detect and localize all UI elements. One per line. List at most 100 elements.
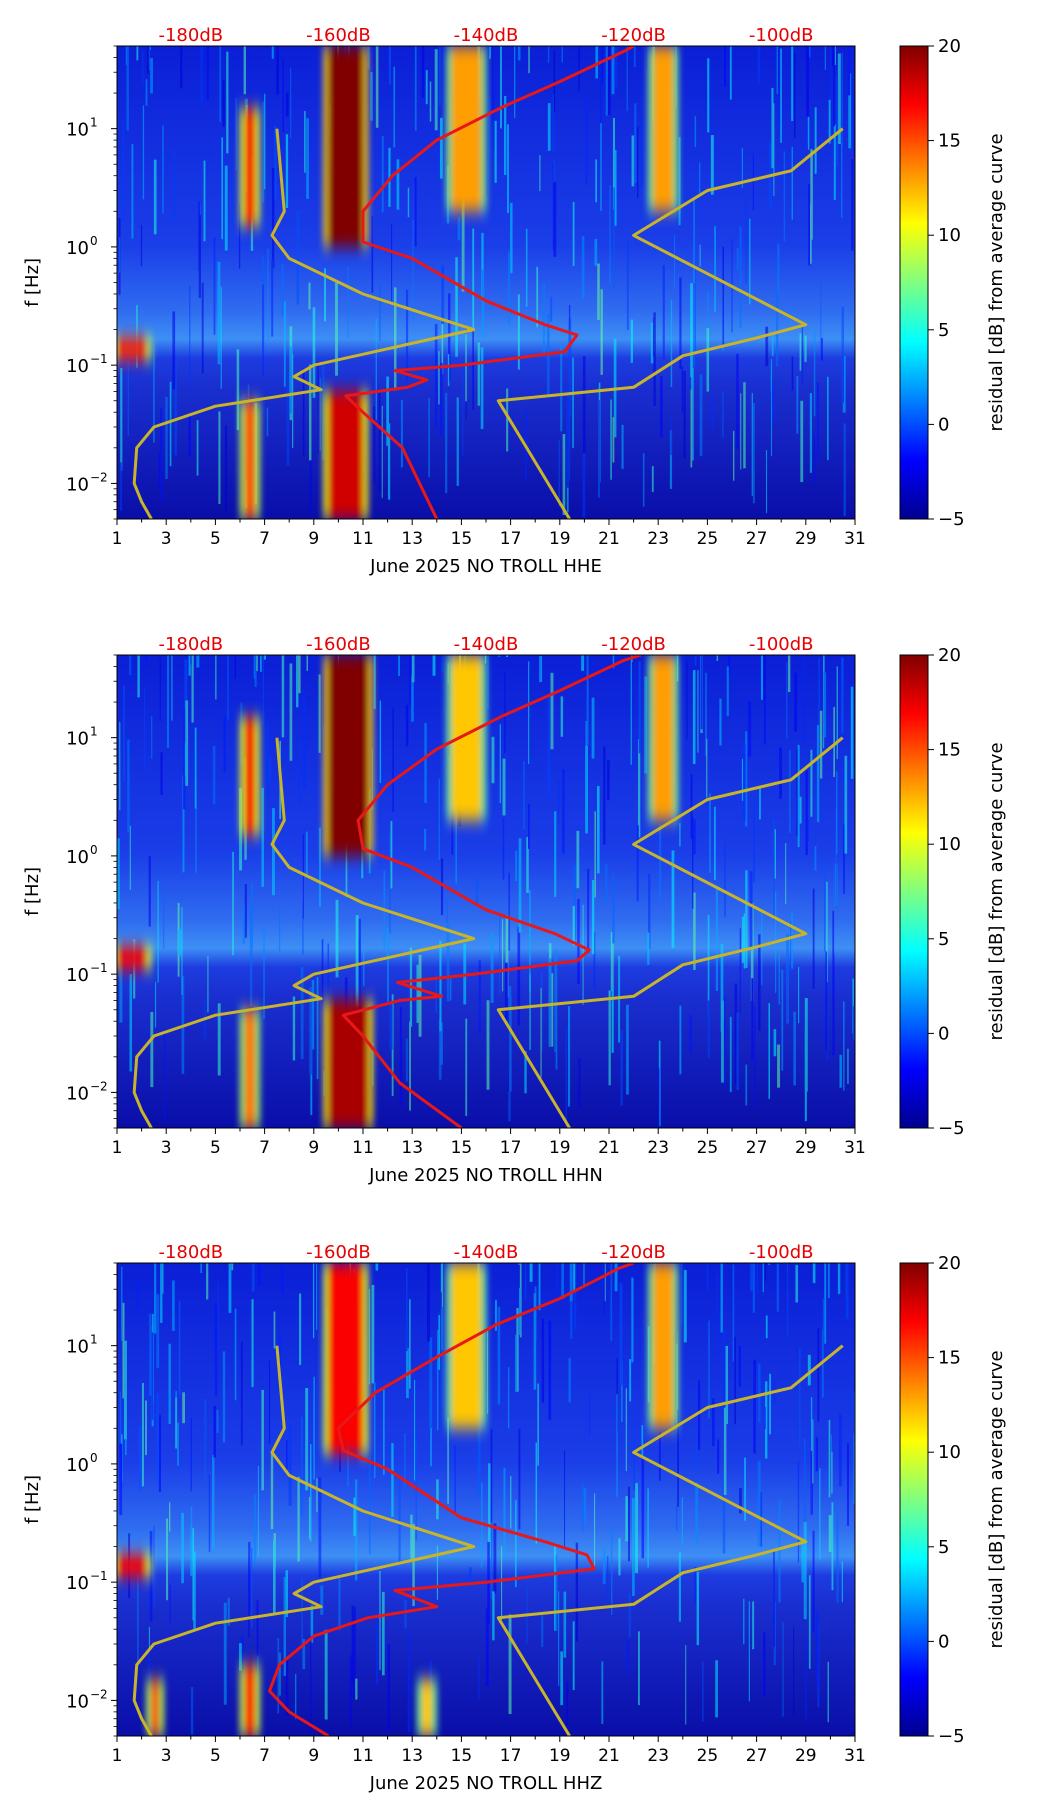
heatmap-texture-streak bbox=[119, 1443, 123, 1515]
y-tick-exponent: −2 bbox=[90, 1687, 108, 1701]
heatmap-texture-streak bbox=[634, 103, 637, 183]
heatmap-texture-streak bbox=[626, 240, 629, 330]
heatmap-texture-streak bbox=[725, 1345, 729, 1425]
heatmap-texture-streak bbox=[510, 202, 513, 274]
heatmap-texture-streak bbox=[771, 333, 774, 356]
x-tick-label: 31 bbox=[844, 1138, 866, 1158]
heatmap-texture-streak bbox=[273, 1311, 276, 1349]
heatmap-texture-streak bbox=[594, 811, 596, 898]
heatmap-texture-streak bbox=[163, 883, 165, 949]
heatmap-texture-streak bbox=[538, 1263, 541, 1311]
y-tick-label: 10 bbox=[66, 1455, 89, 1476]
heatmap-texture-streak bbox=[394, 287, 397, 391]
heatmap-texture-streak bbox=[271, 260, 274, 337]
heatmap-texture-streak bbox=[351, 1605, 354, 1686]
heatmap-texture-streak bbox=[721, 391, 724, 438]
heatmap-texture-streak bbox=[803, 1522, 807, 1620]
heatmap-texture-streak bbox=[262, 658, 265, 724]
heatmap-texture-streak bbox=[203, 160, 206, 242]
heatmap-texture-streak bbox=[371, 1285, 375, 1384]
heatmap-texture-streak bbox=[119, 722, 121, 811]
heatmap-texture-streak bbox=[477, 1393, 481, 1498]
heatmap-texture-streak bbox=[413, 1379, 416, 1481]
heatmap-texture-streak bbox=[298, 1293, 302, 1365]
heatmap-texture-streak bbox=[416, 964, 420, 1023]
heatmap-texture-streak bbox=[603, 746, 606, 845]
heatmap-texture-streak bbox=[349, 1655, 352, 1726]
heatmap-texture-streak bbox=[262, 284, 264, 377]
heatmap-texture-streak bbox=[524, 1263, 527, 1299]
heatmap-texture-streak bbox=[192, 1528, 195, 1621]
band-core bbox=[653, 46, 673, 212]
psd-curve bbox=[344, 46, 635, 519]
heatmap-texture-streak bbox=[505, 915, 509, 997]
x-tick-label: 29 bbox=[795, 529, 817, 549]
heatmap-texture-streak bbox=[434, 49, 438, 131]
heatmap-texture-streak bbox=[810, 749, 813, 817]
heatmap-texture-streak bbox=[301, 1577, 303, 1646]
heatmap-texture-streak bbox=[566, 1681, 569, 1727]
heatmap-texture-streak bbox=[226, 51, 229, 154]
heatmap-texture-streak bbox=[190, 1686, 194, 1735]
heatmap-texture-streak bbox=[222, 1351, 226, 1443]
heatmap-texture-streak bbox=[306, 655, 308, 671]
heatmap-texture-streak bbox=[182, 1392, 185, 1424]
heatmap-texture-streak bbox=[481, 269, 485, 339]
heatmap-texture-streak bbox=[477, 342, 480, 406]
band-core bbox=[328, 46, 363, 247]
heatmap-texture-streak bbox=[648, 873, 651, 950]
heatmap-texture-streak bbox=[765, 449, 768, 514]
heatmap-texture-streak bbox=[702, 1661, 704, 1722]
heatmap-texture-streak bbox=[555, 1554, 558, 1631]
heatmap-texture-streak bbox=[748, 1601, 750, 1702]
heatmap-texture-streak bbox=[488, 96, 491, 188]
heatmap-texture-streak bbox=[160, 1263, 163, 1323]
heatmap-texture-streak bbox=[817, 1328, 820, 1422]
heatmap-texture-streak bbox=[541, 1318, 545, 1403]
heatmap-texture-streak bbox=[498, 655, 501, 657]
heatmap-texture-streak bbox=[279, 906, 281, 952]
heatmap-texture-streak bbox=[692, 670, 696, 765]
top-db-axis: -180dB -160dB -140dB -120dB -100dB bbox=[158, 634, 813, 655]
band-core bbox=[244, 1664, 255, 1736]
heatmap-texture-streak bbox=[807, 1354, 811, 1386]
heatmap-texture-streak bbox=[607, 1555, 609, 1605]
x-tick-label: 21 bbox=[598, 1746, 620, 1766]
heatmap-texture-streak bbox=[626, 1639, 630, 1675]
heatmap-texture-streak bbox=[217, 1003, 221, 1076]
heatmap-texture-streak bbox=[456, 397, 459, 486]
heatmap-texture-streak bbox=[182, 775, 185, 873]
heatmap-texture-streak bbox=[830, 46, 832, 101]
heatmap-texture-streak bbox=[188, 655, 191, 676]
band-core bbox=[244, 400, 255, 519]
heatmap-texture-streak bbox=[407, 1633, 411, 1733]
heatmap-texture-streak bbox=[318, 674, 321, 753]
heatmap-texture-streak bbox=[516, 1308, 519, 1392]
heatmap-texture-streak bbox=[368, 1457, 371, 1554]
heatmap-texture-streak bbox=[189, 286, 191, 389]
heatmap-texture-streak bbox=[138, 1425, 142, 1491]
heatmap-texture-streak bbox=[207, 955, 209, 1013]
heatmap-texture-streak bbox=[127, 739, 130, 833]
db-label: -100dB bbox=[749, 1242, 814, 1263]
y-tick-label: 10 bbox=[66, 1337, 89, 1358]
heatmap-texture-streak bbox=[670, 416, 672, 455]
heatmap-texture-streak bbox=[450, 978, 452, 1001]
y-tick-label: 10 bbox=[66, 965, 89, 986]
heatmap-texture-streak bbox=[729, 1016, 732, 1093]
heatmap-texture-streak bbox=[773, 1029, 777, 1057]
heatmap-texture-streak bbox=[256, 655, 258, 672]
heatmap-texture-streak bbox=[838, 1414, 842, 1487]
heatmap-texture-streak bbox=[722, 246, 725, 345]
x-tick-label: 5 bbox=[210, 1746, 221, 1766]
heatmap-texture-streak bbox=[568, 318, 572, 416]
heatmap-texture-streak bbox=[605, 46, 608, 116]
heatmap-texture-streak bbox=[585, 93, 588, 185]
heatmap-texture-streak bbox=[743, 913, 746, 969]
y-tick-label: 10 bbox=[66, 238, 89, 259]
heatmap-texture-streak bbox=[569, 1263, 573, 1302]
heatmap-texture-streak bbox=[432, 655, 436, 676]
heatmap-texture-streak bbox=[335, 899, 339, 978]
